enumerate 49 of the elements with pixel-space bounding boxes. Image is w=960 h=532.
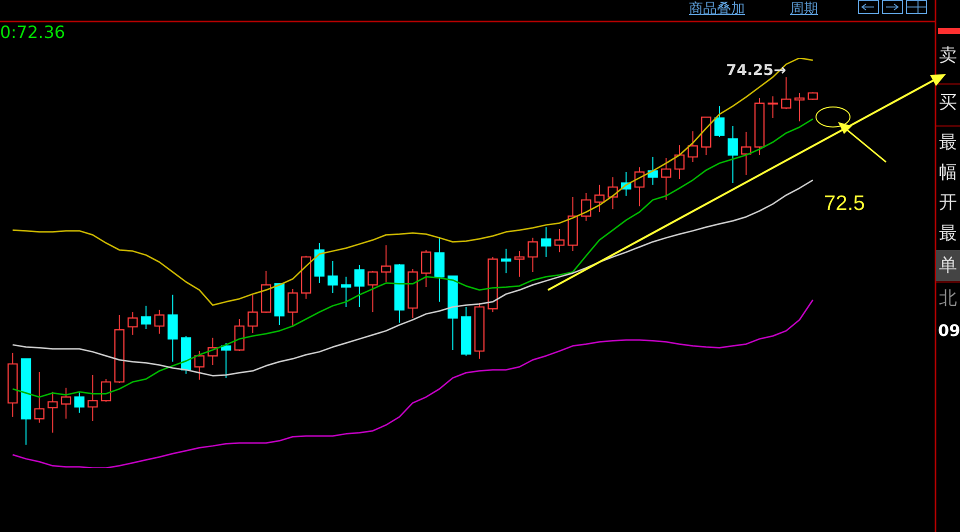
candlestick xyxy=(514,250,525,278)
candlestick xyxy=(368,270,378,313)
text: 0:72.36 xyxy=(0,23,66,43)
candlestick xyxy=(101,378,112,402)
candlestick xyxy=(794,92,805,122)
text: 最 xyxy=(939,132,957,153)
text: 开 xyxy=(939,192,957,213)
candlestick xyxy=(354,264,365,308)
text: 09 xyxy=(938,321,960,340)
candlestick xyxy=(168,294,178,362)
candlestick xyxy=(328,260,338,294)
text: 最 xyxy=(939,223,957,244)
candlestick xyxy=(288,288,298,328)
text: 北 xyxy=(939,288,957,309)
text: 周期 xyxy=(790,1,818,17)
text: 商品叠加 xyxy=(689,1,745,17)
candlestick xyxy=(74,391,85,414)
candlestick xyxy=(381,244,392,282)
candlestick xyxy=(554,228,565,253)
text: 卖 xyxy=(939,45,957,66)
candlestick xyxy=(688,130,698,163)
candlestick xyxy=(501,248,512,274)
candlestick xyxy=(541,226,552,258)
candlestick xyxy=(714,106,725,138)
candlestick xyxy=(128,312,138,336)
candlestick xyxy=(528,237,538,273)
candlestick xyxy=(154,309,165,334)
candlestick xyxy=(674,144,685,180)
candlestick xyxy=(768,96,778,118)
candlestick xyxy=(61,387,72,420)
candlestick xyxy=(234,318,245,352)
candlestick xyxy=(421,249,432,288)
candlestick xyxy=(141,305,152,330)
candlestick xyxy=(728,126,738,184)
text: 幅 xyxy=(939,162,957,183)
candlestick xyxy=(48,391,58,434)
candlestick xyxy=(661,158,672,200)
candlestick xyxy=(88,374,98,422)
candlestick xyxy=(781,76,792,110)
candlestick xyxy=(248,294,258,334)
candlestick xyxy=(34,372,45,424)
text: 买 xyxy=(939,92,957,113)
candlestick xyxy=(741,131,752,176)
candlestick xyxy=(341,276,352,308)
text: 72.5 xyxy=(824,192,865,215)
text: 单 xyxy=(939,255,957,276)
candlestick xyxy=(194,350,205,380)
candlestick xyxy=(434,236,445,302)
candlestick xyxy=(594,184,605,213)
